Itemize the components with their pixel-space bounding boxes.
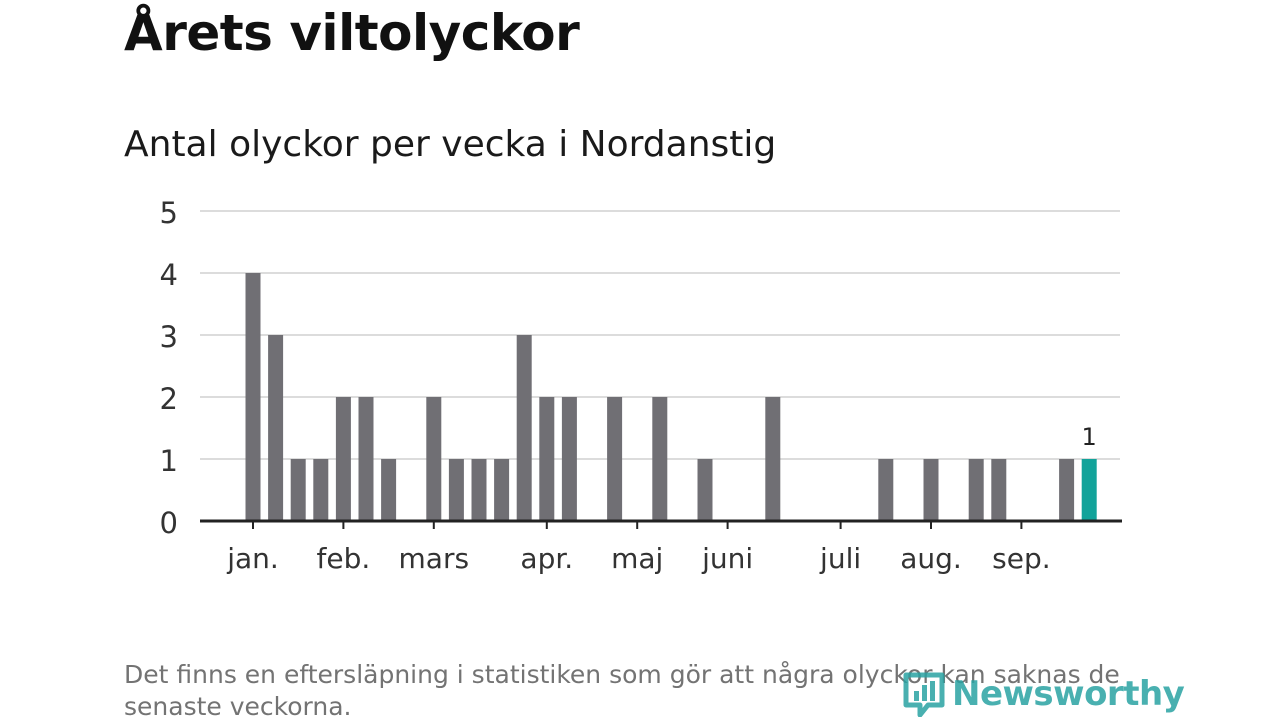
highlight-bar [1081,459,1097,521]
bar [878,459,894,521]
bar [516,335,532,521]
bars [245,273,1097,521]
data-label: 1 [1082,423,1097,451]
bar [652,397,668,521]
x-tick-labels: jan. feb. mars apr. maj juni juli aug. sep. [226,521,1051,575]
newsworthy-logo: Newsworthy [902,670,1185,718]
chart-subtitle: Antal olyckor per vecka i Nordanstig [124,124,777,165]
bar [313,459,329,521]
bar [426,397,442,521]
y-tick-label: 1 [160,444,178,478]
bar [607,397,623,521]
footnote: Det finns en eftersläpning i statistiken… [124,660,1120,721]
bar [381,459,397,521]
bar [968,459,984,521]
x-tick-label: juli [819,542,861,575]
y-tick-label: 4 [160,258,178,292]
y-tick-labels: 0 1 2 3 4 5 [160,196,178,540]
x-tick-label: feb. [317,542,371,575]
newsworthy-logo-text: Newsworthy [952,674,1185,714]
x-tick-label: apr. [520,542,573,575]
bar [335,397,351,521]
data-labels: 1 [1082,423,1097,451]
y-tick-label: 5 [160,196,178,230]
bar [448,459,464,521]
bar-chart: 0 1 2 3 4 5 jan. feb. mars apr. maj juni juli aug. se… [160,196,1122,575]
bar [765,397,781,521]
y-tick-label: 3 [160,320,178,354]
bar [1059,459,1075,521]
bar [697,459,713,521]
bar [268,335,284,521]
bar [991,459,1007,521]
bar [539,397,555,521]
y-tick-label: 0 [160,506,178,540]
bar [245,273,261,521]
bar [358,397,374,521]
x-tick-label: juni [701,542,753,575]
chart-title: Årets viltolyckor [124,4,580,62]
x-tick-label: maj [611,542,663,575]
bar [471,459,487,521]
y-tick-label: 2 [160,382,178,416]
x-tick-label: aug. [900,542,962,575]
bar [923,459,939,521]
x-tick-label: mars [399,542,470,575]
bar [290,459,306,521]
x-tick-label: jan. [226,542,279,575]
bar [494,459,510,521]
newsworthy-logo-icon [903,672,945,717]
bar [561,397,577,521]
x-tick-label: sep. [992,542,1051,575]
